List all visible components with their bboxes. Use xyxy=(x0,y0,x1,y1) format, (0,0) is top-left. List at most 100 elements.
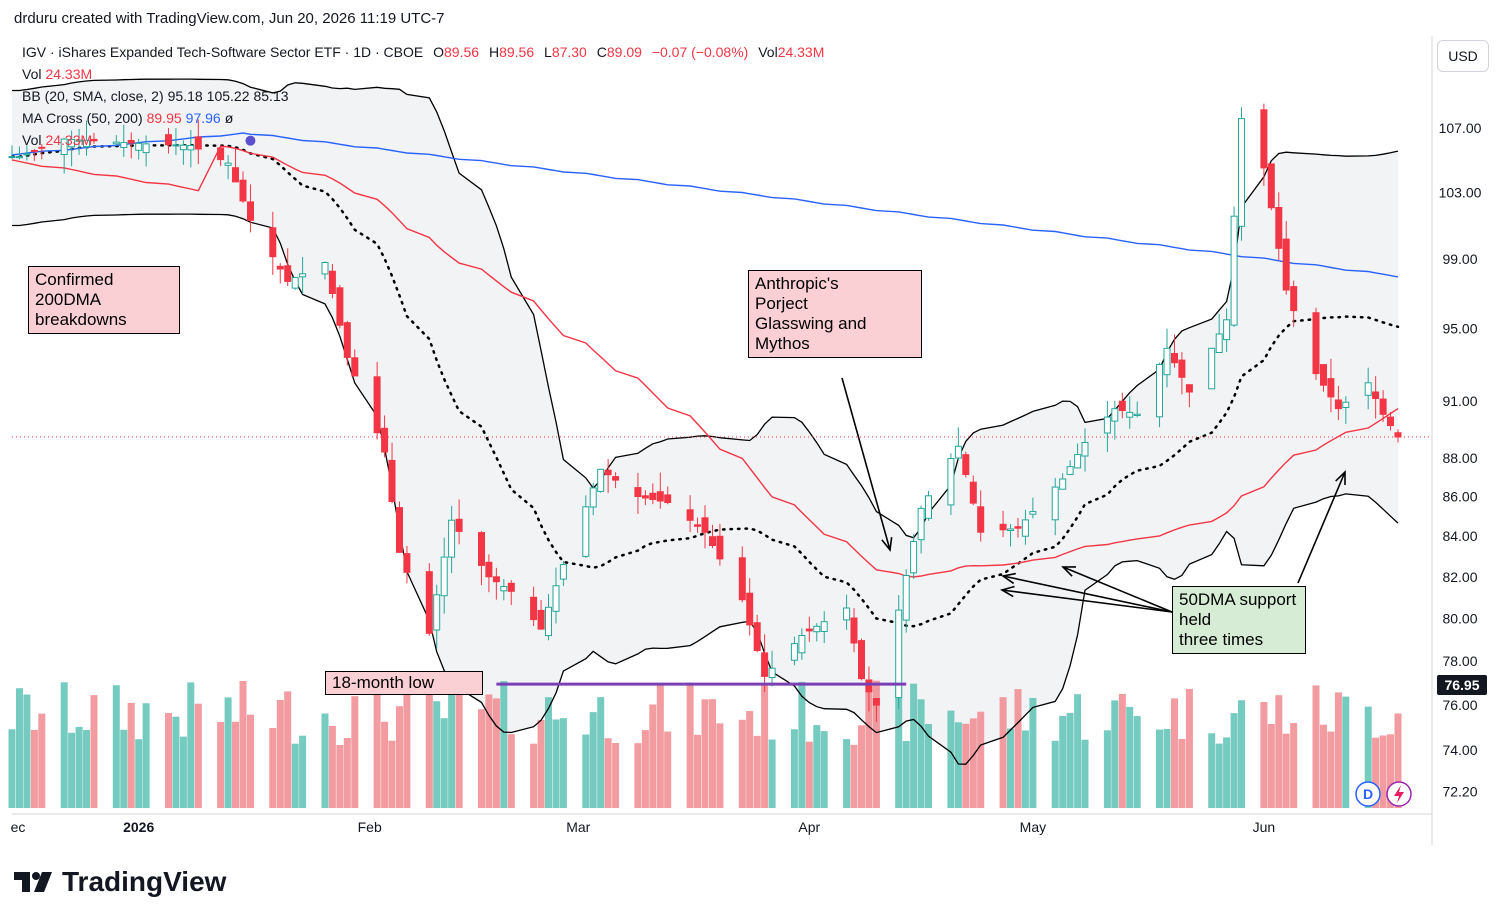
volume-bar xyxy=(530,743,538,808)
volume-bar xyxy=(179,736,187,808)
volume-bar xyxy=(299,735,307,808)
arrow-support-1-head xyxy=(1000,572,1016,585)
candle-body xyxy=(232,167,239,183)
candle-body xyxy=(328,270,336,295)
tradingview-logo[interactable]: TradingView xyxy=(14,866,226,898)
candle-body xyxy=(30,150,38,152)
volume-bar xyxy=(351,696,359,808)
candle-body xyxy=(165,134,172,146)
volume-bar xyxy=(90,695,98,808)
legend-volume-2[interactable]: Vol 24.33M xyxy=(22,132,93,148)
volume-bar xyxy=(1178,739,1186,808)
legend-volume[interactable]: Vol 24.33M xyxy=(22,66,93,82)
symbol-name: IGV · iShares Expanded Tech-Software Sec… xyxy=(22,44,424,60)
candle-body xyxy=(224,162,232,166)
tradingview-logo-icon xyxy=(14,872,52,892)
volume-bar xyxy=(910,683,918,808)
candle-body xyxy=(23,153,31,156)
volume-bar xyxy=(1103,730,1111,808)
candle-body xyxy=(336,287,344,326)
candle-body xyxy=(768,667,776,679)
candle-body xyxy=(83,139,90,148)
volume-bar xyxy=(1215,743,1223,808)
candle-body xyxy=(1029,511,1037,515)
candle-body xyxy=(247,201,254,221)
candle-body xyxy=(120,142,128,149)
candle-body xyxy=(75,139,83,142)
candle-body xyxy=(1051,486,1059,521)
legend-ma-cross[interactable]: MA Cross (50, 200) 89.95 97.96 ø xyxy=(22,110,234,126)
volume-bar xyxy=(1372,737,1380,808)
price-tick-label: 78.00 xyxy=(1442,653,1477,669)
candle-body xyxy=(1387,416,1394,427)
volume-bar xyxy=(1007,728,1014,808)
volume-bar xyxy=(440,718,448,808)
volume-bar xyxy=(1208,733,1216,808)
candle-body xyxy=(90,138,98,142)
candle-body xyxy=(507,582,515,592)
price-tick-label: 91.00 xyxy=(1442,393,1477,409)
volume-bar xyxy=(649,704,657,808)
time-tick-label: Mar xyxy=(566,819,590,835)
candle-body xyxy=(1223,319,1231,341)
volume-bar xyxy=(768,739,776,808)
volume-bar xyxy=(820,731,828,808)
volume-bar xyxy=(1327,731,1335,808)
candle-body xyxy=(217,147,225,161)
volume-bar xyxy=(656,683,664,808)
volume-bar xyxy=(1014,689,1022,808)
candle-body xyxy=(172,144,180,147)
candle-body xyxy=(1081,442,1089,457)
symbol-line[interactable]: IGV · iShares Expanded Tech-Software Sec… xyxy=(22,44,825,60)
volume-bar xyxy=(381,721,389,808)
tradingview-wordmark: TradingView xyxy=(62,866,227,897)
time-tick-label: Apr xyxy=(798,819,820,835)
volume-bar xyxy=(843,739,851,808)
candle-body xyxy=(276,265,284,270)
volume-bar xyxy=(582,734,590,808)
arrow-support-2 xyxy=(1062,566,1173,613)
candle-body xyxy=(1185,384,1193,393)
price-tick-label: 86.00 xyxy=(1442,489,1477,505)
candle-body xyxy=(1372,391,1380,399)
volume-bar xyxy=(634,743,642,808)
candle-body xyxy=(1238,118,1245,227)
arrow-support-4 xyxy=(1297,471,1346,584)
legend-bollinger[interactable]: BB (20, SMA, close, 2) 95.18 105.22 85.13 xyxy=(22,88,289,104)
bollinger-lower-line xyxy=(12,213,1399,765)
candle-body xyxy=(716,535,724,560)
candle-body xyxy=(895,609,903,699)
bollinger-band-fill xyxy=(12,79,1398,765)
price-tick-label: 76.00 xyxy=(1442,697,1477,713)
candle-body xyxy=(701,517,709,533)
annotation-18-month-low: 18-month low xyxy=(325,671,483,695)
candle-body xyxy=(582,506,590,557)
volume-bar xyxy=(604,738,612,808)
volume-bar xyxy=(1320,724,1327,808)
volume-bar xyxy=(478,709,485,808)
volume-bar xyxy=(30,729,38,808)
volume-bar xyxy=(8,729,16,808)
bollinger-upper-line xyxy=(12,78,1399,539)
volume-bar xyxy=(537,719,545,808)
candle-body xyxy=(902,575,910,621)
volume-bar xyxy=(1275,695,1283,808)
volume-bar xyxy=(597,697,605,808)
volume-bar xyxy=(999,697,1007,808)
candle-body xyxy=(1126,411,1134,418)
volume-bar xyxy=(165,713,172,808)
volume-bar xyxy=(761,685,769,808)
candle-body xyxy=(969,481,977,504)
volume-bar xyxy=(1290,723,1298,808)
candle-body xyxy=(433,594,441,631)
price-tick-label: 82.00 xyxy=(1442,569,1477,585)
volume-bar xyxy=(343,738,351,808)
volume-bar xyxy=(1066,712,1074,808)
candle-body xyxy=(813,625,821,633)
time-tick-label: May xyxy=(1020,819,1046,835)
candle-body xyxy=(485,561,493,578)
candle-body xyxy=(239,179,247,202)
currency-button[interactable]: USD xyxy=(1437,40,1489,72)
candle-body xyxy=(425,571,433,634)
